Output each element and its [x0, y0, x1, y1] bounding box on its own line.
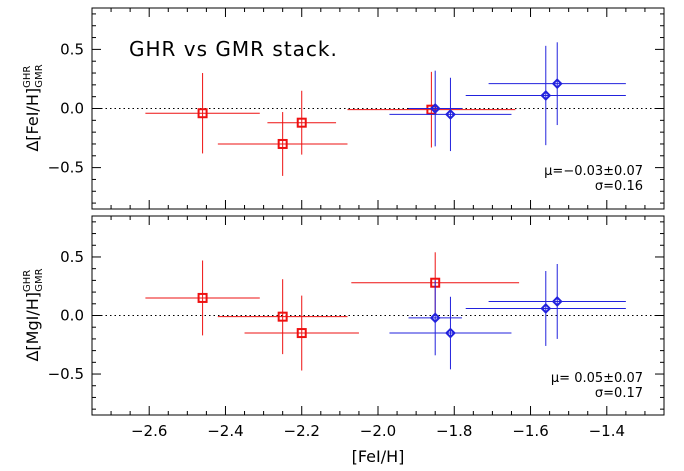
x-axis-label: [FeI/H]	[352, 447, 405, 466]
y-axis-label-main: Δ[FeI/H]	[23, 88, 42, 152]
stats-annotation: μ=−0.03±0.07 σ=0.16	[544, 164, 643, 194]
data-point-diamond	[445, 108, 456, 120]
y-axis-label-sub: GMR	[34, 268, 45, 291]
stats-mean: μ= 0.05±0.07	[551, 371, 643, 386]
plot-marks	[91, 8, 665, 209]
data-point-diamond	[551, 78, 563, 90]
x-tick-label: −2.2	[284, 422, 320, 440]
data-point-diamond	[540, 90, 552, 101]
y-axis-label: Δ[FeI/H]GHRGMR	[22, 64, 45, 151]
data-point-square	[277, 311, 288, 322]
x-tick-label: −1.6	[512, 422, 548, 440]
data-point-diamond	[540, 303, 552, 314]
x-tick-label: −1.8	[436, 422, 472, 440]
y-tick-label: 0.0	[60, 307, 84, 325]
y-tick-label: 0.0	[60, 100, 84, 118]
y-tick-label: −0.5	[48, 159, 84, 177]
y-tick-label: 0.5	[60, 40, 84, 58]
data-point-diamond	[429, 312, 441, 324]
panel-mgh: μ= 0.05±0.07 σ=0.17 Δ[MgI/H]GHRGMR [FeI/…	[22, 215, 665, 466]
panel-title: GHR vs GMR stack.	[129, 37, 338, 61]
data-point-diamond	[551, 296, 563, 307]
data-point-square	[197, 108, 208, 119]
y-axis-label-sup: GHR	[22, 270, 33, 292]
data-point-diamond	[429, 103, 441, 114]
stats-sigma: σ=0.17	[595, 386, 643, 401]
data-point-square	[296, 328, 307, 339]
panel-feh: GHR vs GMR stack. μ=−0.03±0.07 σ=0.16 Δ[…	[22, 7, 665, 210]
x-tick-label: −2.4	[207, 422, 243, 440]
x-tick-label: −2.6	[131, 422, 167, 440]
x-tick-label: −1.4	[589, 422, 625, 440]
data-point-diamond	[445, 327, 456, 339]
data-point-square	[197, 292, 208, 303]
y-axis-label-sub: GMR	[34, 64, 45, 87]
y-axis-label: Δ[MgI/H]GHRGMR	[22, 268, 45, 361]
stats-annotation: μ= 0.05±0.07 σ=0.17	[551, 371, 643, 401]
plot-marks	[91, 216, 665, 415]
y-tick-label: −0.5	[48, 365, 84, 383]
x-tick-label: −2.0	[360, 422, 396, 440]
y-axis-label-main: Δ[MgI/H]	[23, 292, 42, 362]
y-tick-label: 0.5	[60, 248, 84, 266]
data-point-square	[296, 117, 307, 128]
y-axis-label-sup: GHR	[22, 66, 33, 88]
stats-mean: μ=−0.03±0.07	[544, 164, 643, 179]
stats-sigma: σ=0.16	[595, 179, 643, 194]
data-point-square	[277, 138, 288, 149]
